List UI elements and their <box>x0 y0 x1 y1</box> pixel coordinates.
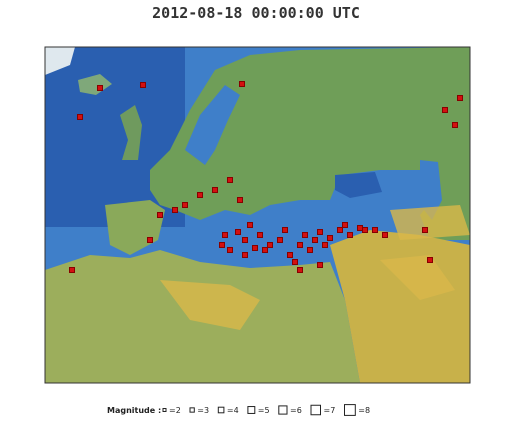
earthquake-marker <box>382 232 388 238</box>
earthquake-marker <box>69 267 75 273</box>
legend-item: =7 <box>324 406 336 415</box>
earthquake-marker <box>457 95 463 101</box>
legend-item: =5 <box>258 406 270 415</box>
earthquake-marker <box>347 232 353 238</box>
earthquake-marker <box>357 225 363 231</box>
iceland <box>78 74 112 95</box>
earthquake-marker <box>292 259 298 265</box>
earthquake-marker <box>227 247 233 253</box>
earthquake-marker <box>222 232 228 238</box>
earthquake-marker <box>287 252 293 258</box>
legend-item: =3 <box>197 406 209 415</box>
earthquake-marker <box>452 122 458 128</box>
earthquake-marker <box>427 257 433 263</box>
legend-item: =8 <box>358 406 370 415</box>
earthquake-marker <box>442 107 448 113</box>
legend-label: Magnitude : <box>107 406 161 415</box>
earthquake-marker <box>212 187 218 193</box>
earthquake-marker <box>172 207 178 213</box>
legend-swatch <box>310 404 321 416</box>
legend-swatch <box>217 406 225 414</box>
earthquake-marker <box>239 81 245 87</box>
earthquake-marker <box>252 245 258 251</box>
earthquake-marker <box>77 114 83 120</box>
earthquake-marker <box>297 267 303 273</box>
earthquake-marker <box>140 82 146 88</box>
earthquake-marker <box>317 262 323 268</box>
black-sea <box>335 172 382 198</box>
earthquake-marker <box>247 222 253 228</box>
earthquake-marker <box>262 247 268 253</box>
earthquake-marker <box>242 252 248 258</box>
earthquake-marker <box>362 227 368 233</box>
earthquake-marker <box>147 237 153 243</box>
legend: Magnitude : =2 =3 =4 =5 =6 =7 =8 <box>107 404 370 416</box>
legend-swatch <box>162 408 167 412</box>
legend-item: =6 <box>290 406 302 415</box>
legend-item: =4 <box>227 406 239 415</box>
title: 2012-08-18 00:00:00 UTC <box>152 4 360 22</box>
legend-swatch <box>247 406 256 414</box>
baltic <box>185 85 240 165</box>
map-frame <box>44 46 471 384</box>
earthquake-marker <box>227 177 233 183</box>
earthquake-marker <box>282 227 288 233</box>
earthquake-marker <box>267 242 273 248</box>
earthquake-marker <box>237 197 243 203</box>
map <box>44 46 471 384</box>
earthquake-marker <box>242 237 248 243</box>
earthquake-marker <box>219 242 225 248</box>
highlands <box>160 205 470 330</box>
earthquake-marker <box>372 227 378 233</box>
earthquake-marker <box>182 202 188 208</box>
britain <box>120 105 142 160</box>
earthquake-marker <box>312 237 318 243</box>
earthquake-marker <box>307 247 313 253</box>
earthquake-marker <box>157 212 163 218</box>
greenland <box>45 47 75 75</box>
legend-swatch <box>189 407 195 413</box>
legend-item: =2 <box>169 406 181 415</box>
caspian-sea <box>420 160 442 220</box>
earthquake-marker <box>277 237 283 243</box>
earthquake-marker <box>337 227 343 233</box>
earthquake-marker <box>257 232 263 238</box>
earthquakes <box>69 81 463 273</box>
earthquake-marker <box>327 235 333 241</box>
earthquake-marker <box>97 85 103 91</box>
earthquake-marker <box>235 229 241 235</box>
earthquake-marker <box>302 232 308 238</box>
earthquake-marker <box>422 227 428 233</box>
earthquake-marker <box>197 192 203 198</box>
legend-swatch <box>278 405 288 415</box>
earthquake-marker <box>297 242 303 248</box>
earthquake-marker <box>342 222 348 228</box>
earthquake-marker <box>317 229 323 235</box>
legend-swatch <box>344 404 356 416</box>
earthquake-marker <box>322 242 328 248</box>
